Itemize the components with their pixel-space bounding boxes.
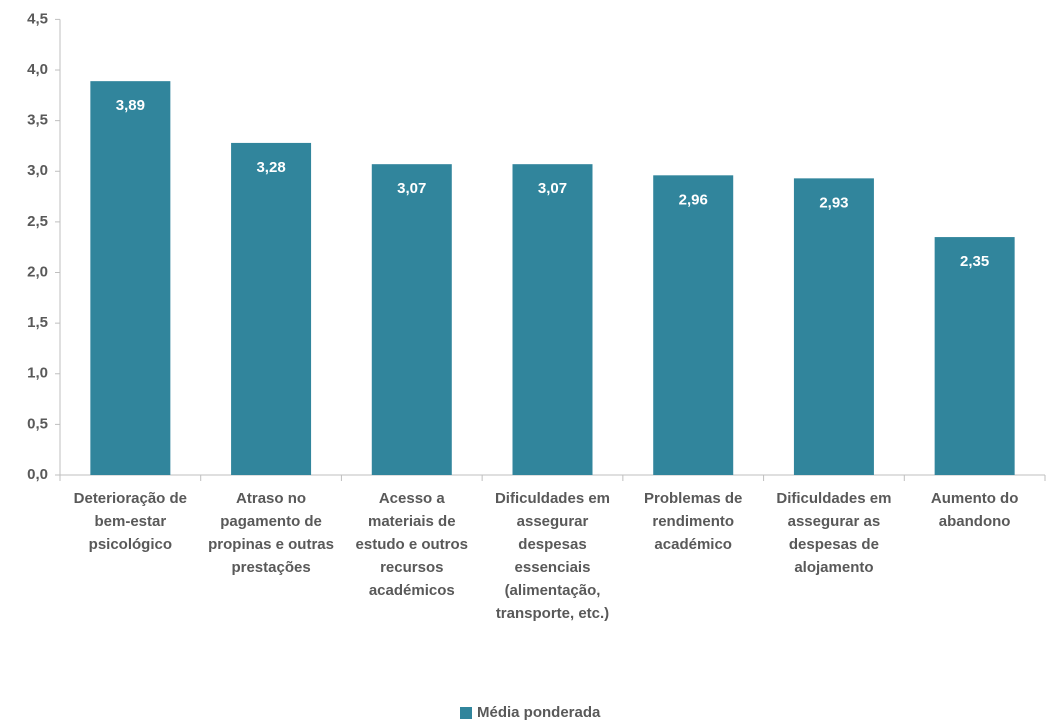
x-tick-label: Dificuldades em assegurar despesas essen… [494,490,611,622]
bar [371,164,452,475]
y-tick-label: 4,0 [27,61,48,78]
data-label: 3,89 [116,97,145,114]
legend-label: Média ponderada [477,704,601,721]
y-tick-label: 4,5 [27,10,48,27]
y-tick-label: 0,5 [27,415,48,432]
bar [934,237,1015,475]
x-tick-label: Problemas de rendimento académico [644,490,743,553]
y-tick-label: 1,0 [27,365,48,382]
y-tick-label: 0,0 [27,466,48,483]
data-label: 3,28 [256,159,285,176]
data-label: 2,96 [679,191,708,208]
y-tick-label: 2,0 [27,263,48,280]
data-label: 3,07 [538,180,567,197]
y-tick-label: 3,5 [27,112,48,129]
data-label: 2,93 [819,194,848,211]
bar [653,175,734,475]
x-tick-label: Dificuldades em assegurar as despesas de… [776,490,892,576]
y-tick-label: 3,0 [27,162,48,179]
bar [512,164,593,475]
data-label: 2,35 [960,253,989,270]
bar [231,142,312,476]
data-label: 3,07 [397,180,426,197]
legend-swatch [460,707,472,719]
x-tick-label: Acesso a materiais de estudo e outros re… [355,490,469,599]
x-tick-label: Deterioração de bem-estar psicológico [73,490,188,553]
bar [793,178,874,476]
x-tick-label: Aumento do abandono [930,490,1019,530]
y-tick-label: 2,5 [27,213,48,230]
y-tick-label: 1,5 [27,314,48,331]
x-tick-label: Atraso no pagamento de propinas e outras… [208,490,334,576]
bar [90,81,171,475]
